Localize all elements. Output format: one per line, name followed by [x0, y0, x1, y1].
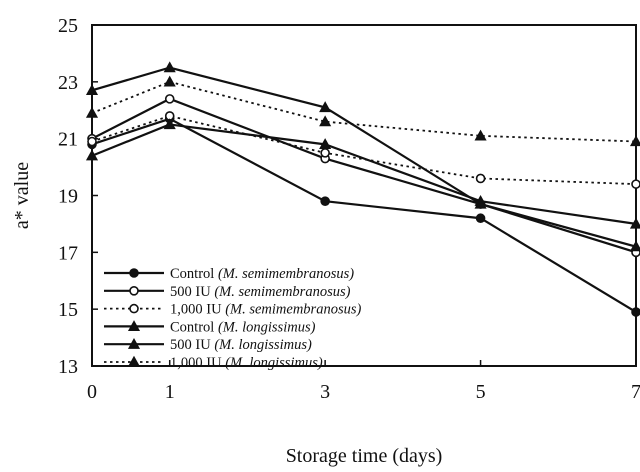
legend-label-muscle: (M. semimembranosus)	[218, 266, 354, 282]
x-axis-title: Storage time (days)	[286, 445, 443, 467]
data-point	[163, 61, 176, 73]
data-point	[629, 135, 640, 147]
series-1	[87, 113, 640, 317]
data-point	[475, 213, 486, 224]
x-tick-label: 7	[631, 381, 640, 403]
y-tick-label: 21	[58, 129, 78, 151]
legend-marker	[127, 320, 141, 332]
series-4	[85, 118, 640, 229]
legend-label: 1,000 IU (M. longissimus)	[170, 355, 323, 371]
legend-item: Control (M. semimembranosus)	[104, 266, 354, 282]
legend-label: Control (M. semimembranosus)	[170, 266, 354, 282]
legend-marker	[127, 337, 141, 349]
data-point	[474, 197, 487, 209]
x-tick-label: 3	[320, 381, 330, 403]
data-point	[629, 240, 640, 252]
legend-label-muscle: (M. longissimus)	[218, 319, 316, 335]
data-point	[85, 84, 99, 96]
data-point	[163, 118, 176, 130]
series-6	[85, 75, 640, 147]
series-line	[91, 80, 637, 143]
legend-item: 500 IU (M. semimembranosus)	[104, 284, 351, 300]
data-point	[320, 196, 330, 206]
series-3	[87, 111, 640, 189]
y-tick-label: 23	[58, 72, 78, 94]
legend-label-muscle: (M. semimembranosus)	[225, 302, 361, 318]
series-5	[85, 61, 640, 252]
legend-label-main: Control	[170, 266, 218, 282]
legend-label-main: 1,000 IU	[170, 302, 225, 318]
legend-item: 500 IU (M. longissimus)	[104, 337, 312, 353]
y-axis-title: a* value	[11, 162, 33, 229]
legend-label: Control (M. longissimus)	[170, 319, 316, 335]
x-tick-label: 1	[165, 381, 175, 403]
legend-marker	[129, 285, 139, 296]
data-point	[163, 75, 176, 87]
legend-item: Control (M. longissimus)	[104, 319, 316, 335]
legend-label: 500 IU (M. semimembranosus)	[170, 284, 351, 300]
series-line	[91, 66, 637, 248]
data-point	[631, 307, 640, 317]
legend-label-main: 1,000 IU	[170, 355, 225, 371]
legend-item: 1,000 IU (M. longissimus)	[104, 355, 323, 371]
legend-label-muscle: (M. semimembranosus)	[214, 284, 350, 300]
legend-item: 1,000 IU (M. semimembranosus)	[104, 302, 361, 318]
data-point	[164, 94, 175, 104]
legend-marker	[129, 268, 139, 278]
legend-marker	[127, 355, 141, 367]
data-point	[319, 101, 332, 113]
series-layer	[85, 61, 640, 317]
legend-marker	[129, 303, 139, 314]
data-point	[475, 173, 486, 184]
y-tick-label: 15	[58, 299, 78, 321]
x-tick-label: 0	[87, 381, 97, 403]
y-tick-label: 17	[58, 242, 78, 264]
legend: Control (M. semimembranosus)500 IU (M. s…	[104, 266, 361, 371]
y-tick-label: 19	[58, 186, 78, 208]
legend-label: 1,000 IU (M. semimembranosus)	[170, 302, 361, 318]
data-point	[85, 106, 99, 118]
y-tick-label: 13	[58, 356, 78, 378]
data-point	[85, 149, 99, 161]
data-point	[474, 129, 487, 141]
y-tick-label: 25	[58, 15, 78, 37]
legend-label-main: Control	[170, 319, 218, 335]
data-point	[319, 138, 332, 150]
data-point	[629, 217, 640, 229]
data-point	[631, 179, 640, 189]
data-point	[87, 136, 97, 147]
legend-label-main: 500 IU	[170, 337, 214, 353]
legend-label: 500 IU (M. longissimus)	[170, 337, 312, 353]
data-point	[320, 148, 330, 158]
legend-label-main: 500 IU	[170, 284, 214, 300]
legend-label-muscle: (M. longissimus)	[214, 337, 312, 353]
data-point	[319, 115, 332, 127]
legend-label-muscle: (M. longissimus)	[225, 355, 323, 371]
x-tick-label: 5	[476, 381, 486, 403]
